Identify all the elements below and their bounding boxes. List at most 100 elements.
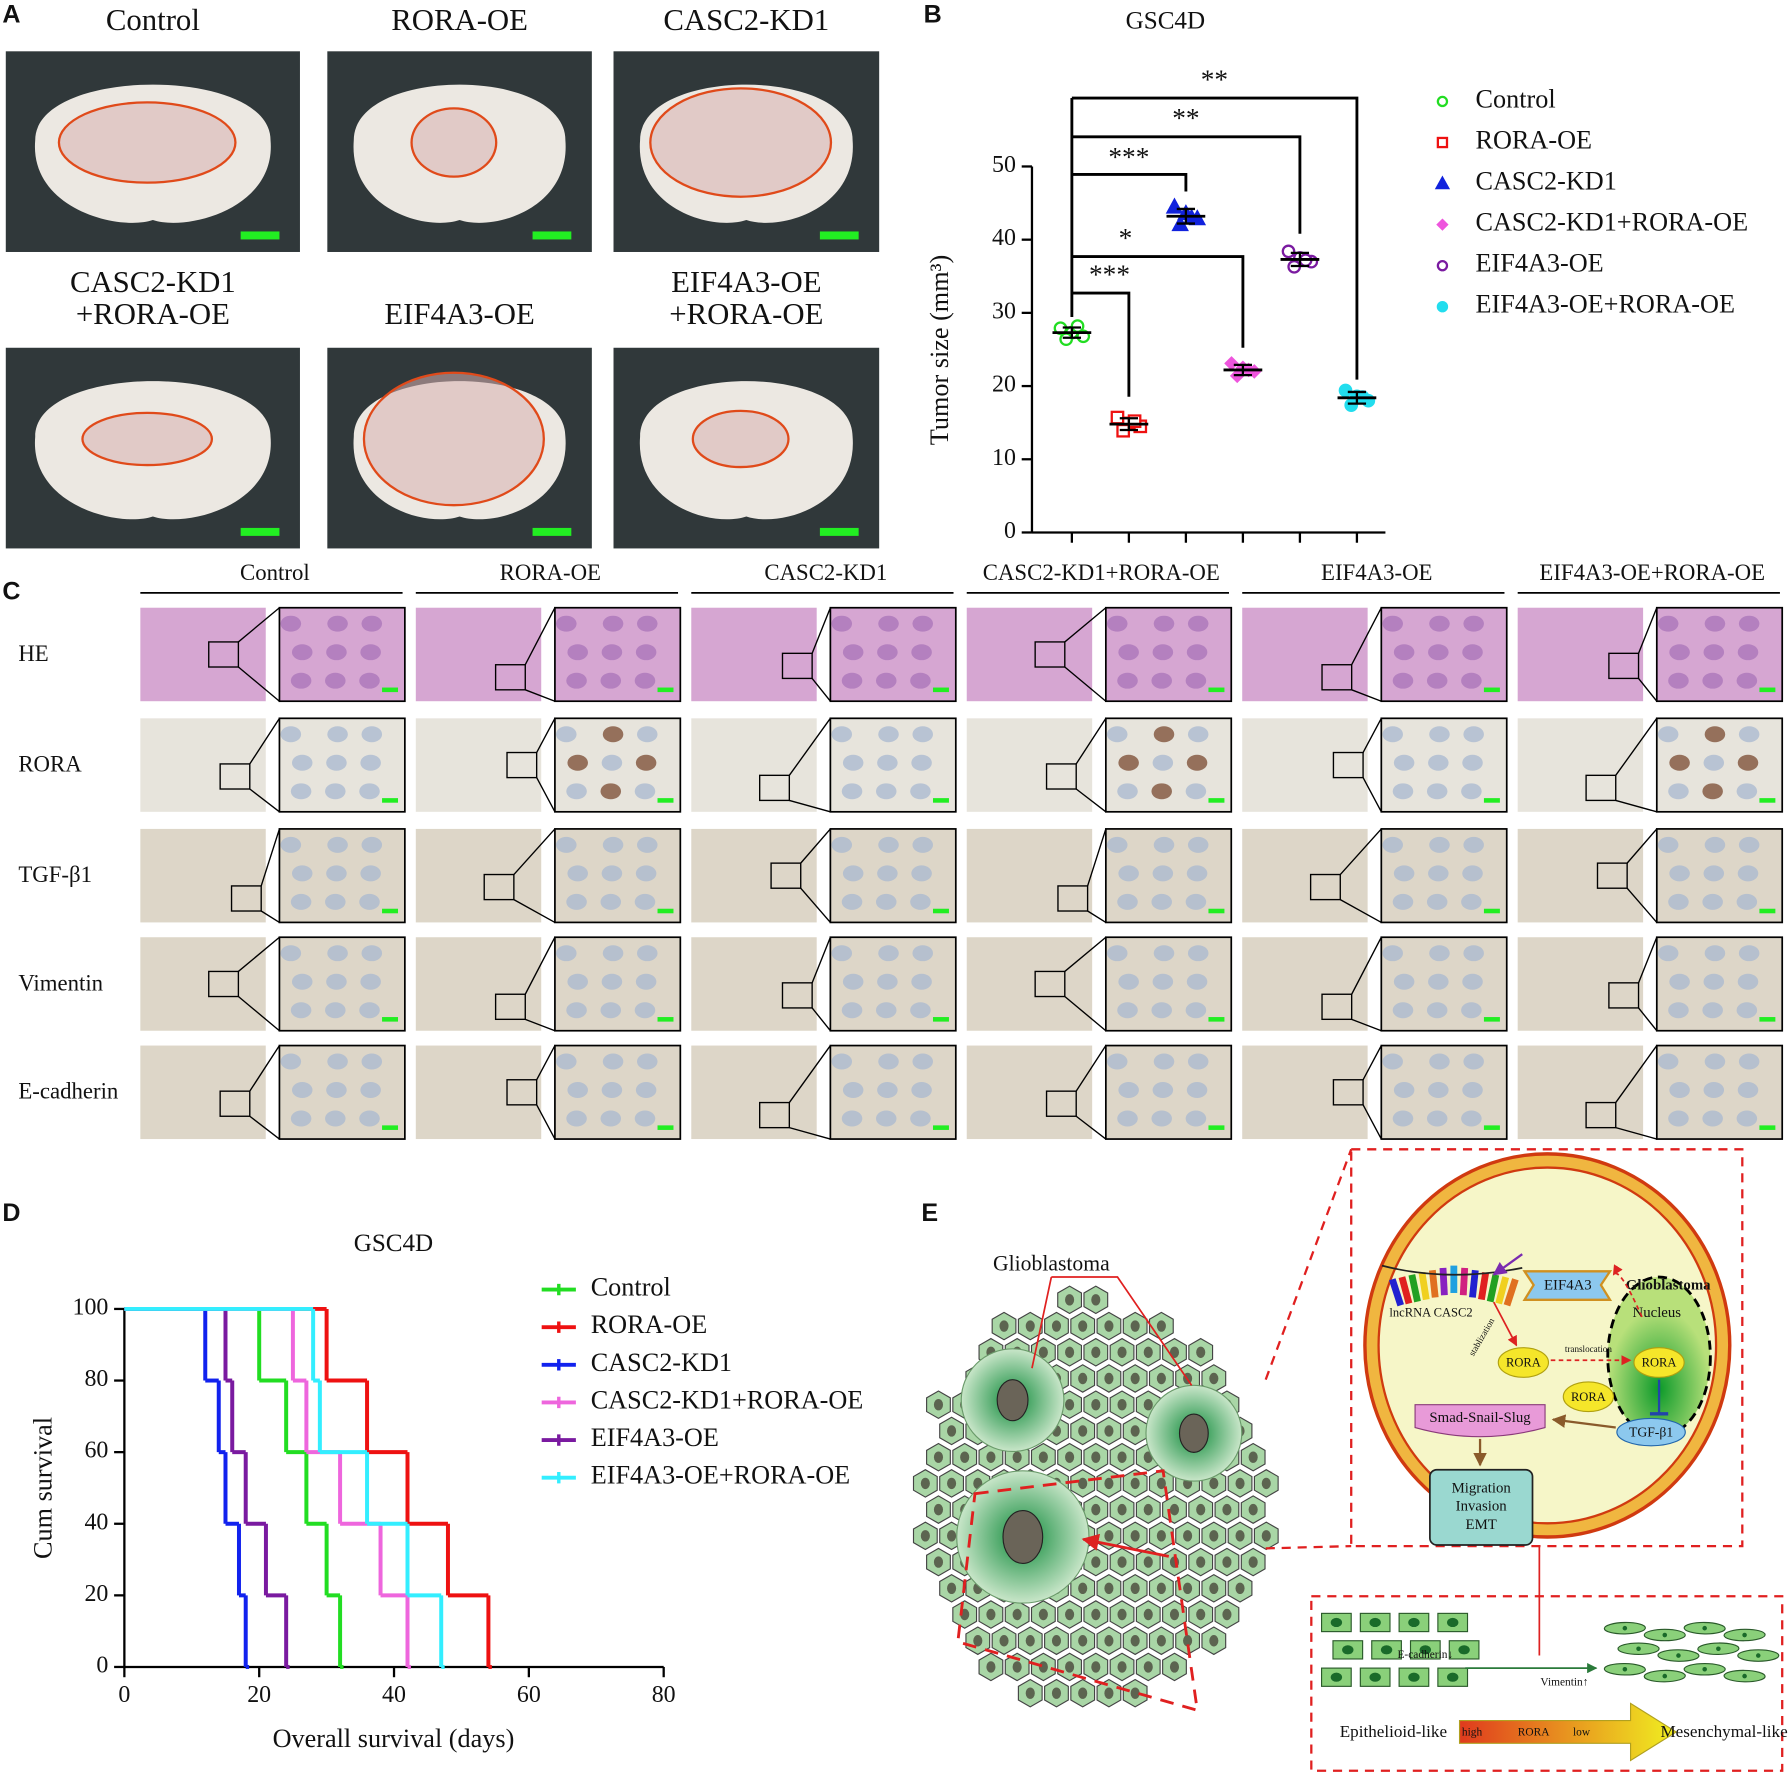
y-tick-label: 40 (992, 225, 1016, 251)
cell-nucleus (1143, 1503, 1153, 1516)
cell-nucleus (1736, 893, 1758, 910)
cell-nucleus (1104, 1687, 1114, 1699)
cell-nucleus (1185, 1002, 1207, 1019)
label: E-cadherin↓ (1397, 1649, 1453, 1661)
zoom-line (1615, 717, 1658, 776)
cell-nucleus (1156, 1320, 1166, 1332)
cell-nucleus (1704, 1053, 1726, 1070)
scale-bar (532, 527, 572, 536)
cell-nucleus (1117, 1661, 1127, 1673)
x-tick-label: 0 (118, 1682, 130, 1708)
histology-image (1242, 1045, 1368, 1140)
label: EMT (1466, 1517, 1497, 1533)
zoom-box (1585, 774, 1617, 802)
cell-nucleus (1428, 973, 1449, 990)
zoom-line (513, 828, 556, 875)
histology-image (966, 937, 1093, 1031)
scale-bar (382, 1017, 399, 1022)
cell-nucleus (1187, 726, 1209, 743)
cell-nucleus (912, 1053, 933, 1070)
histology-image (1517, 1045, 1644, 1140)
label-lines (1031, 1276, 1193, 1386)
cell-nucleus (280, 1053, 302, 1070)
rna-flag (1486, 1274, 1500, 1303)
zoom-line (1615, 1126, 1657, 1140)
zoom-box (494, 993, 526, 1021)
histology-image (415, 937, 542, 1031)
cell-nucleus (1392, 893, 1414, 910)
tumor-region (691, 409, 790, 469)
label: low (1573, 1727, 1591, 1739)
cell-nucleus (280, 726, 302, 743)
cell-nucleus (1169, 1661, 1180, 1673)
zoom-line (788, 1045, 831, 1103)
cell-nucleus (360, 973, 381, 990)
cell-nucleus (566, 893, 587, 910)
rna-flag (1495, 1276, 1510, 1305)
histology-image (1242, 718, 1368, 812)
scale-bar (932, 1017, 949, 1022)
cell-nucleus (1118, 973, 1139, 990)
stem-nucleus (996, 1379, 1029, 1422)
y-tick-label: 40 (84, 1509, 108, 1535)
cell-nucleus (1051, 1320, 1062, 1332)
cell-nucleus (1737, 644, 1759, 661)
cell-nucleus (1463, 1053, 1484, 1070)
cell-nucleus (1209, 1477, 1219, 1490)
label: TGF-β1 (1629, 1424, 1673, 1439)
cell-nucleus (947, 1425, 957, 1437)
scale-bar (657, 908, 674, 914)
cell-nucleus (556, 836, 577, 853)
cell-nucleus (1169, 1608, 1180, 1621)
cell-nucleus (1636, 1646, 1641, 1651)
cell-nucleus (947, 1477, 957, 1490)
cell-nucleus (1669, 644, 1690, 661)
cell-nucleus (1106, 1053, 1128, 1070)
cell-nucleus (1330, 1672, 1343, 1682)
cell-nucleus (1091, 1294, 1101, 1306)
panel-label: A (2, 1, 20, 29)
cell-nucleus (1153, 615, 1175, 632)
cell-nucleus (1429, 945, 1450, 962)
cell-nucleus (1703, 644, 1725, 661)
cell-nucleus (1025, 1320, 1035, 1332)
gradient-arrow (1458, 1702, 1678, 1762)
label: Control (106, 3, 200, 37)
cell-nucleus (831, 726, 853, 743)
zoom-line (811, 936, 832, 984)
cell-nucleus (1392, 1110, 1414, 1127)
cell-nucleus (601, 865, 623, 882)
zoom-box (1321, 993, 1353, 1021)
cell-nucleus (327, 1053, 348, 1070)
zoom-line (789, 1126, 831, 1140)
cell-nucleus (602, 836, 624, 853)
cell-nucleus (1461, 1110, 1482, 1127)
cell-nucleus (1117, 672, 1138, 689)
cell-nucleus (1091, 1556, 1101, 1568)
label: +RORA-OE (76, 297, 230, 331)
cell-nucleus (1151, 893, 1172, 910)
zoom-line (249, 717, 281, 765)
histology-image (140, 718, 266, 812)
zoom-line (1626, 887, 1658, 923)
cell-nucleus (1393, 754, 1415, 771)
zoom-line (260, 828, 281, 887)
cell-nucleus (1248, 1451, 1258, 1463)
cell-nucleus (842, 973, 864, 990)
cell-nucleus (1118, 1082, 1139, 1099)
row-label: RORA (18, 751, 82, 776)
cell-nucleus (841, 893, 863, 910)
cell-nucleus (1186, 973, 1208, 990)
zoom-line (536, 777, 556, 813)
cell-nucleus (1117, 1451, 1127, 1463)
legend-label: Control (1475, 84, 1555, 113)
histology-image (1242, 937, 1368, 1031)
cell-nucleus (1393, 644, 1415, 661)
zoom-box (483, 873, 515, 901)
cell-nucleus (1117, 1346, 1127, 1358)
cell-nucleus (567, 1082, 588, 1099)
cell-nucleus (986, 1608, 996, 1621)
cell-nucleus (1091, 1608, 1101, 1621)
legend-label: CASC2-KD1+RORA-OE (591, 1385, 864, 1414)
cell-nucleus (567, 865, 588, 882)
